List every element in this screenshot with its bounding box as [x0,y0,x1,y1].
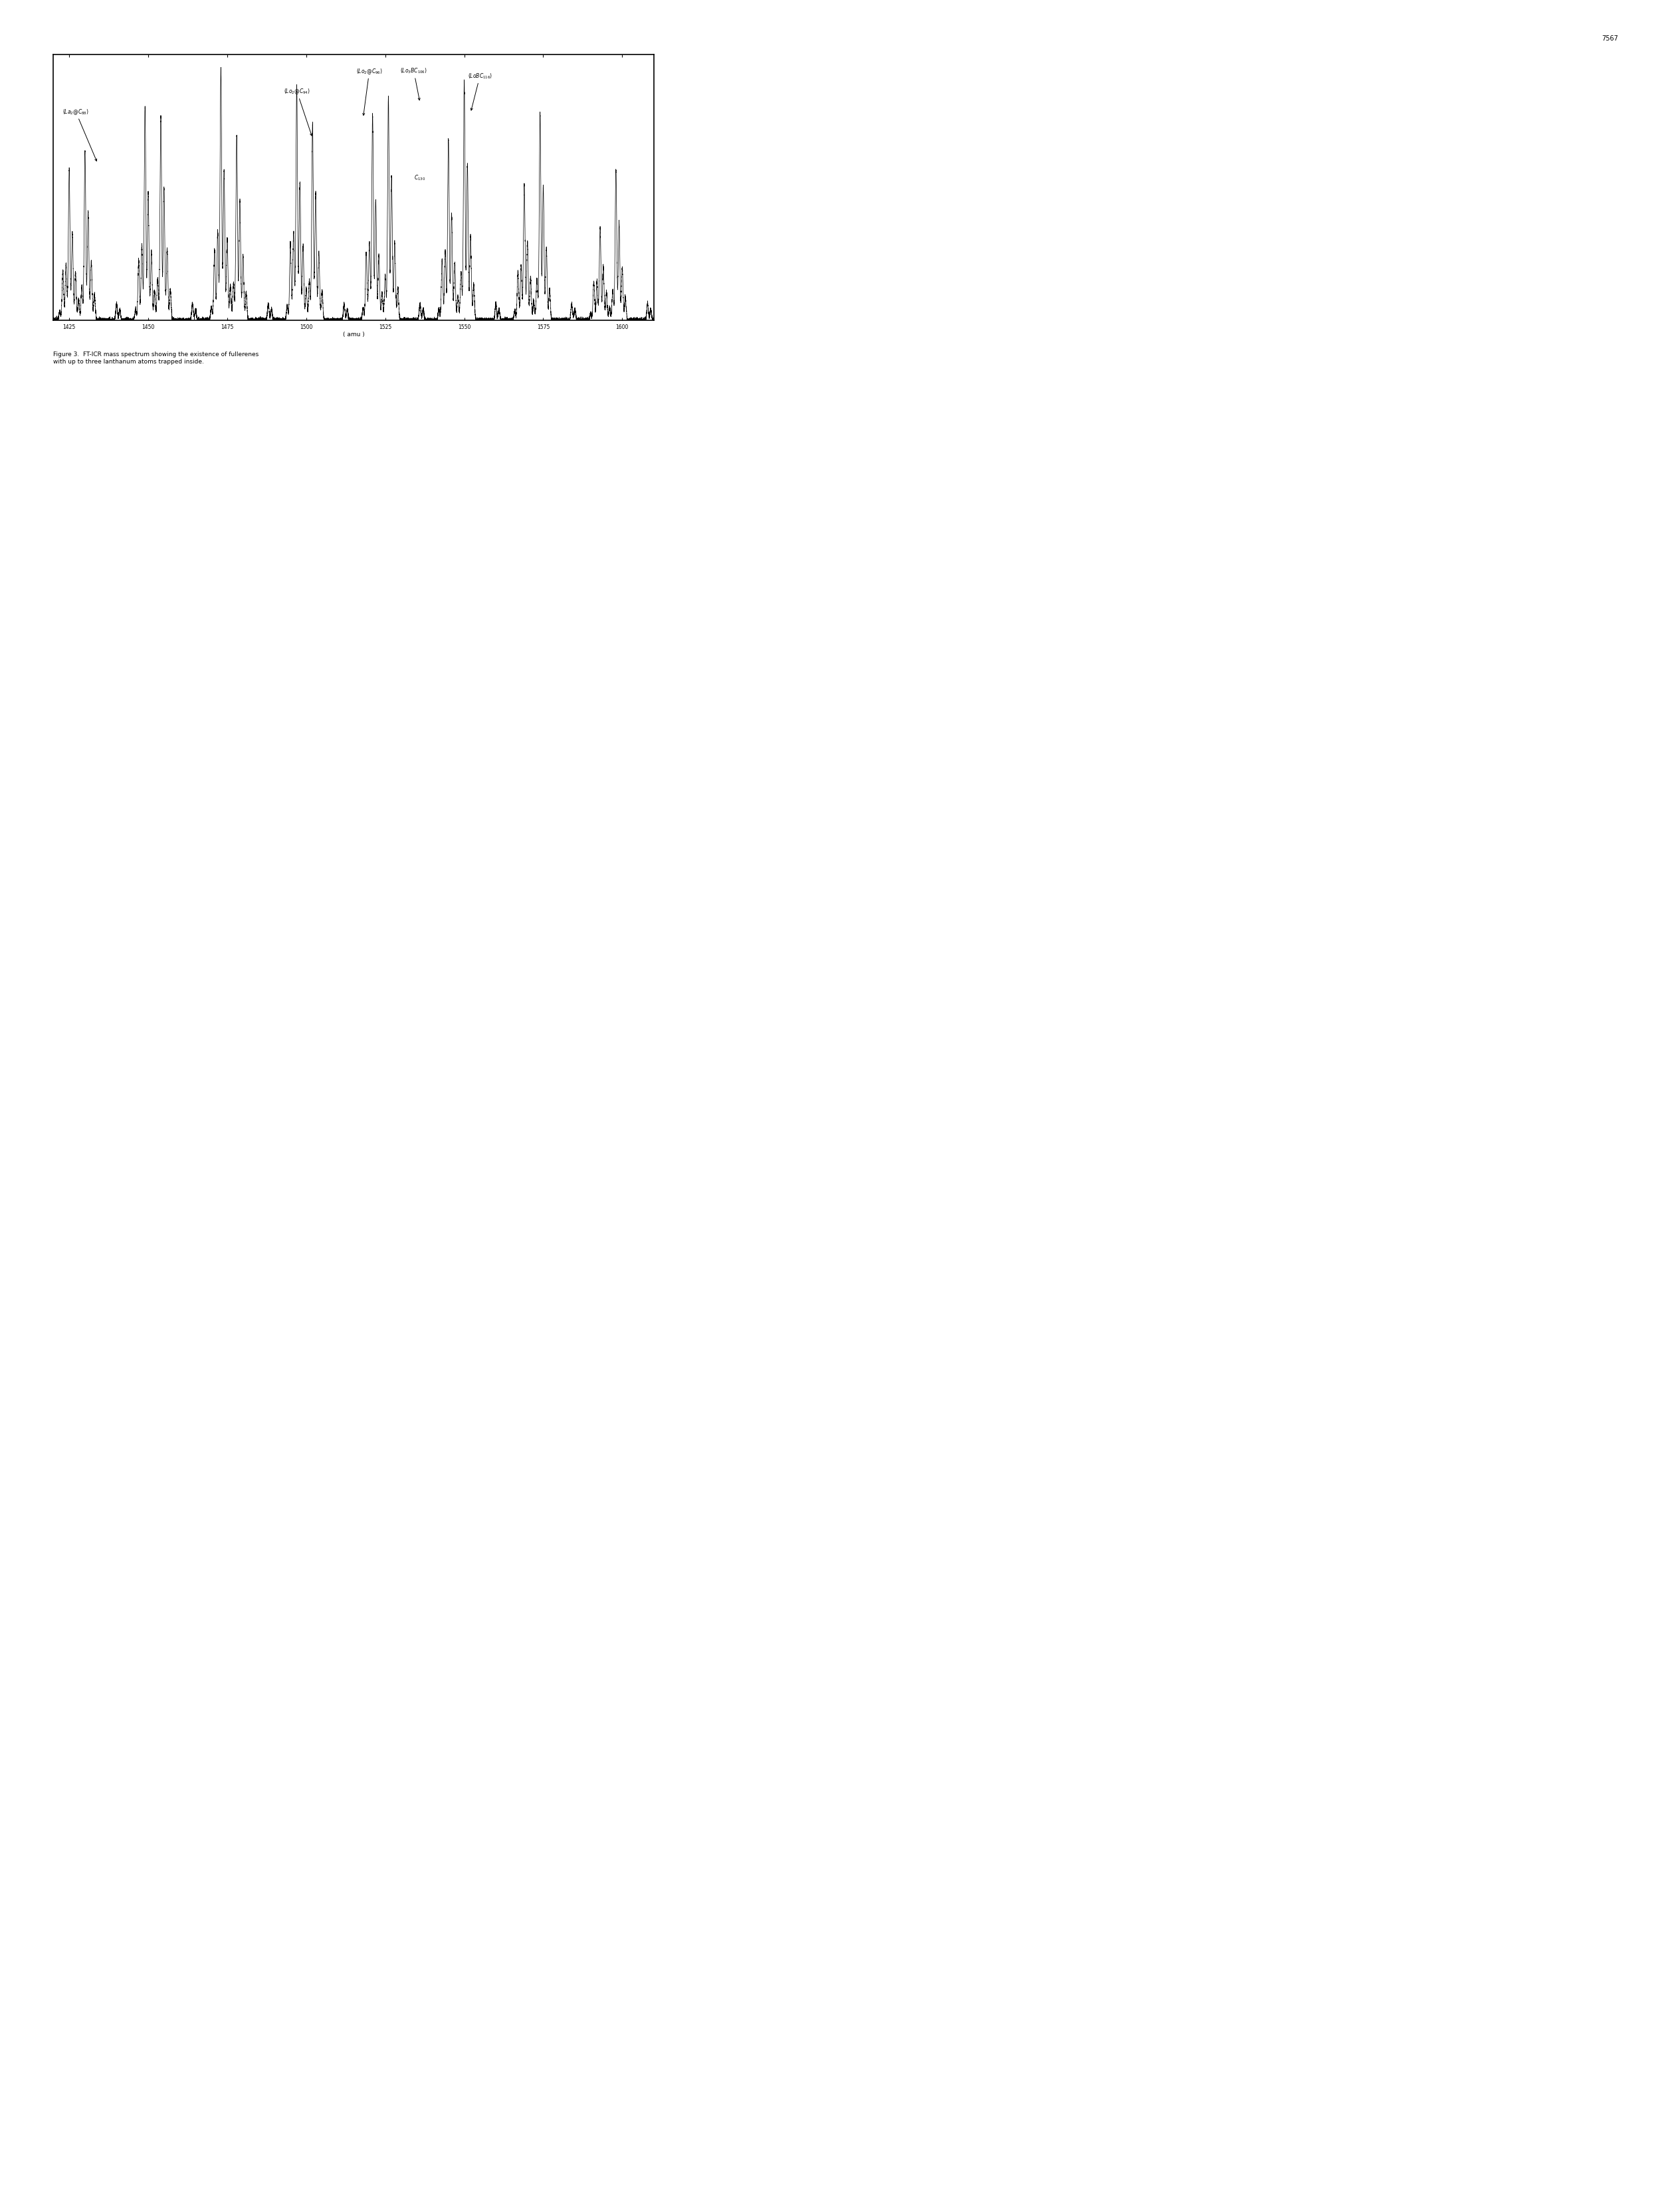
X-axis label: ( amu ): ( amu ) [342,332,365,338]
Text: $(La_2@C_{88})$: $(La_2@C_{88})$ [62,108,97,161]
Text: $(Lo_2@C_{96})$: $(Lo_2@C_{96})$ [357,66,382,115]
Text: $(Lo_3BC_{106})$: $(Lo_3BC_{106})$ [400,66,427,102]
Text: $C_{130}$: $C_{130}$ [414,173,425,181]
Text: $(Lo_2@C_{94})$: $(Lo_2@C_{94})$ [284,86,312,137]
Text: $(LoBC_{116})$: $(LoBC_{116})$ [467,73,492,111]
Text: 7567: 7567 [1601,35,1618,42]
Text: Figure 3.  FT-ICR mass spectrum showing the existence of fullerenes
with up to t: Figure 3. FT-ICR mass spectrum showing t… [53,352,259,365]
